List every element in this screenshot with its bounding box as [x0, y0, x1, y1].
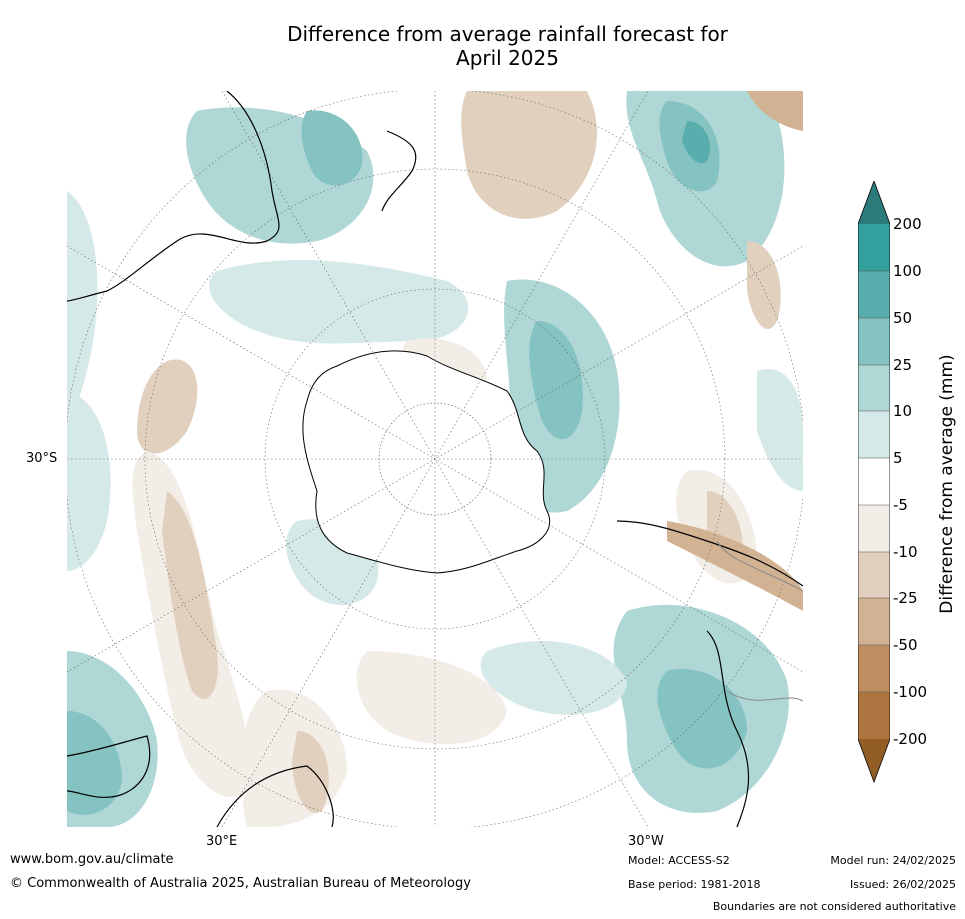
- model-text: Model: ACCESS-S2: [628, 854, 730, 867]
- dry-anomaly-regions: [132, 91, 803, 827]
- colorbar-tick: 50: [893, 309, 913, 327]
- graticule: [67, 91, 803, 827]
- colorbar-tick: 5: [893, 449, 903, 467]
- colorbar-tick: 200: [893, 215, 922, 233]
- colorbar-tick: 10: [893, 402, 913, 420]
- issued-text: Issued: 26/02/2025: [849, 878, 956, 891]
- coastlines: [67, 91, 803, 827]
- title-line-2: April 2025: [456, 46, 559, 70]
- colorbar-tick: -200: [893, 730, 928, 748]
- colorbar-bottom-arrow: [858, 739, 890, 782]
- colorbar-top-arrow: [858, 181, 890, 224]
- colorbar-tick: -10: [893, 543, 918, 561]
- rainfall-anomaly-map: [67, 91, 803, 827]
- website-link[interactable]: www.bom.gov.au/climate: [10, 852, 174, 867]
- colorbar-label: Difference from average (mm): [937, 354, 957, 614]
- longitude-label-30w: 30°W: [628, 834, 664, 849]
- map-title: Difference from average rainfall forecas…: [160, 22, 855, 70]
- colorbar-tick: -100: [893, 683, 928, 701]
- copyright-text: © Commonwealth of Australia 2025, Austra…: [10, 876, 471, 891]
- colorbar-tick: 100: [893, 262, 922, 280]
- colorbar-tick: -50: [893, 636, 918, 654]
- model-run-text: Model run: 24/02/2025: [830, 854, 956, 867]
- disclaimer-text: Boundaries are not considered authoritat…: [712, 900, 956, 913]
- longitude-label-30e: 30°E: [206, 834, 238, 849]
- colorbar-tick: -5: [893, 496, 908, 514]
- colorbar-tick: -25: [893, 589, 918, 607]
- title-line-1: Difference from average rainfall forecas…: [287, 22, 728, 46]
- latitude-label-30s: 30°S: [26, 451, 58, 466]
- country-borders: [716, 540, 803, 702]
- colorbar-tick: 25: [893, 356, 913, 374]
- colorbar: [858, 181, 890, 783]
- base-period-text: Base period: 1981-2018: [628, 878, 761, 891]
